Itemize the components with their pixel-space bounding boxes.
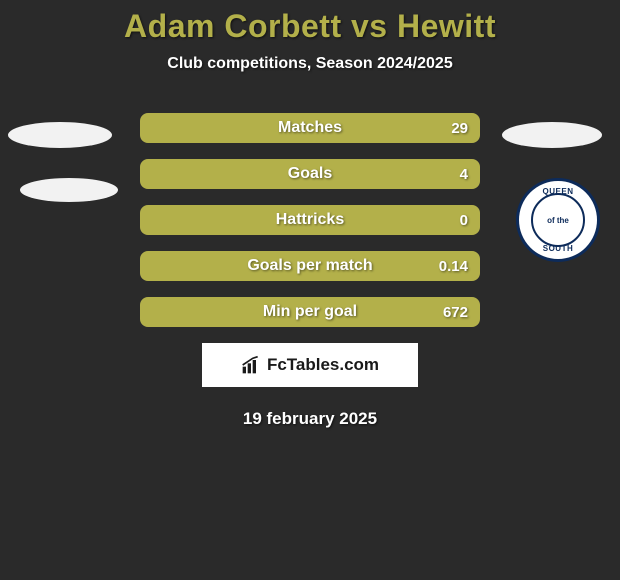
club-badge: QUEEN of the SOUTH [516, 178, 600, 262]
bar-label: Matches [140, 119, 480, 137]
subtitle: Club competitions, Season 2024/2025 [0, 55, 620, 73]
player-photo-placeholder-left-2 [20, 178, 118, 202]
badge-text-bottom: SOUTH [519, 244, 597, 253]
bar-min-per-goal: Min per goal 672 [140, 297, 480, 327]
chart-icon [241, 355, 261, 375]
bar-label: Hattricks [140, 211, 480, 229]
bar-goals: Goals 4 [140, 159, 480, 189]
player-photo-placeholder-left-1 [8, 122, 112, 148]
date-text: 19 february 2025 [0, 409, 620, 429]
footer-brand[interactable]: FcTables.com [202, 343, 418, 387]
bar-value: 672 [443, 304, 468, 321]
bar-value: 0.14 [439, 258, 468, 275]
badge-center-text: of the [547, 216, 569, 225]
page-title: Adam Corbett vs Hewitt [0, 8, 620, 45]
bar-goals-per-match: Goals per match 0.14 [140, 251, 480, 281]
bar-value: 29 [451, 120, 468, 137]
bar-label: Goals [140, 165, 480, 183]
player-photo-placeholder-right [502, 122, 602, 148]
footer-brand-text: FcTables.com [267, 355, 379, 375]
bar-label: Goals per match [140, 257, 480, 275]
badge-inner-ring: of the [531, 193, 585, 247]
bar-matches: Matches 29 [140, 113, 480, 143]
bar-value: 4 [460, 166, 468, 183]
bar-hattricks: Hattricks 0 [140, 205, 480, 235]
stat-bars: Matches 29 Goals 4 Hattricks 0 Goals per… [140, 113, 480, 327]
bar-label: Min per goal [140, 303, 480, 321]
bar-value: 0 [460, 212, 468, 229]
